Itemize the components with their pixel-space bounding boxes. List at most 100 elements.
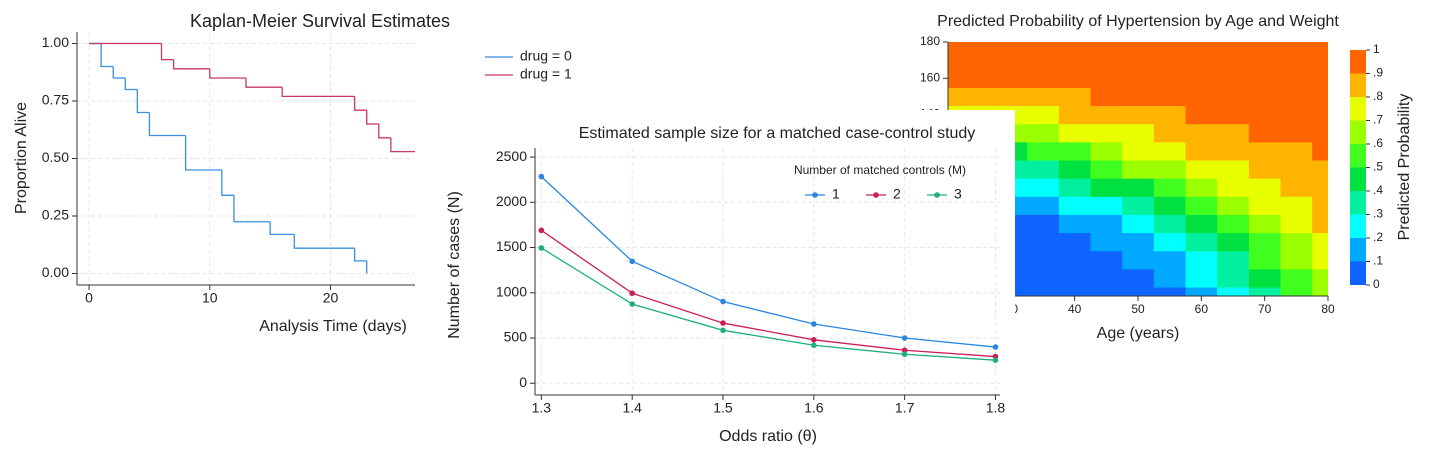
colorbar-tick-label: .6	[1373, 136, 1383, 150]
colorbar-band	[1350, 50, 1366, 74]
contour-cell	[1312, 232, 1328, 252]
contour-cell	[1153, 250, 1187, 270]
contour-cell	[1153, 105, 1187, 125]
colorbar-tick-label: .2	[1373, 230, 1383, 244]
colorbar-band	[1350, 97, 1366, 121]
contour-cell	[1185, 214, 1218, 234]
contour-cell	[1248, 232, 1282, 252]
point	[811, 321, 817, 327]
contour-cell	[1027, 141, 1060, 161]
colorbar-tick-label: .5	[1373, 160, 1383, 174]
chart-title: Predicted Probability of Hypertension by…	[937, 13, 1339, 30]
contour-cell	[1248, 214, 1282, 234]
survival-step	[160, 43, 174, 61]
contour-cell	[1280, 123, 1313, 143]
x-tick-label: 1.6	[804, 400, 824, 416]
survival-step	[353, 248, 367, 262]
contour-cell	[1217, 141, 1250, 161]
y-tick-label: 0.75	[42, 92, 69, 108]
contour-cell	[1153, 178, 1187, 197]
contour-cell	[1280, 286, 1313, 296]
survival-step	[172, 59, 210, 70]
x-tick-label: 50	[1131, 302, 1145, 316]
contour-cell	[1122, 178, 1155, 197]
contour-cell	[1185, 87, 1218, 107]
x-tick-label: 0	[85, 290, 93, 306]
point	[901, 347, 908, 354]
legend-label: 3	[954, 186, 962, 202]
contour-cell	[995, 51, 1028, 70]
contour-cell	[1312, 178, 1328, 197]
contour-cell	[1312, 141, 1328, 161]
contour-cell	[1058, 159, 1092, 179]
contour-cell	[1185, 69, 1218, 88]
x-axis-label: Analysis Time (days)	[259, 318, 407, 335]
contour-cell	[1058, 286, 1092, 296]
survival-step	[269, 221, 295, 236]
survival-step	[378, 124, 391, 139]
contour-cell	[1122, 250, 1155, 270]
chart-line: 0 500 1000 1500 2000 2500 1.3 1.4 1.5 1.6 1.7 1.8 Es…	[430, 110, 1015, 470]
contour-cell	[1248, 87, 1282, 107]
y-tick-label: 2500	[496, 148, 527, 164]
contour-cell	[1027, 87, 1060, 107]
contour-cell	[1027, 178, 1060, 197]
y-tick-label: 500	[504, 329, 528, 345]
contour-cell	[1058, 123, 1092, 143]
colorbar-band	[1350, 73, 1366, 97]
contour-cell	[1058, 250, 1092, 270]
x-tick-label: 1.4	[622, 400, 642, 416]
contour-cell	[948, 51, 965, 70]
contour-cell	[995, 87, 1028, 107]
y-tick-label: 180	[920, 34, 940, 48]
contour-cell	[1312, 42, 1328, 52]
x-axis-label: Age (years)	[1097, 325, 1180, 342]
contour-cell	[1058, 232, 1092, 252]
contour-cell	[1153, 42, 1187, 52]
point	[901, 335, 908, 341]
contour-cell	[1248, 286, 1282, 296]
contour-cell	[1122, 214, 1155, 234]
contour-cell	[1248, 159, 1282, 179]
contour-cell	[1122, 268, 1155, 288]
contour-cell	[1312, 286, 1328, 296]
legend-title: Number of matched controls (M)	[794, 163, 966, 177]
y-tick-label: 0.50	[42, 149, 69, 165]
contour-cell	[1280, 196, 1313, 215]
x-tick-label: 70	[1258, 302, 1272, 316]
colorbar-label: Predicted Probability	[1396, 94, 1413, 241]
contour-cell	[948, 42, 965, 52]
y-tick-label: 0	[519, 374, 527, 390]
contour-cell	[1280, 69, 1313, 88]
point	[538, 227, 545, 234]
x-tick-label: 80	[1321, 302, 1335, 316]
contour-cell	[1248, 42, 1282, 52]
y-tick-label: 2000	[496, 193, 527, 209]
contour-cell	[1280, 268, 1313, 288]
survival-step	[221, 170, 234, 196]
colorbar-band	[1350, 167, 1366, 191]
point	[538, 245, 545, 251]
colorbar-tick-label: 1	[1373, 42, 1380, 56]
contour-cell	[1217, 268, 1250, 288]
survival-step	[293, 234, 355, 249]
contour-cell	[1090, 250, 1123, 270]
contour-cell	[1122, 105, 1155, 125]
contour-cell	[1185, 232, 1218, 252]
colorbar-tick-label: 0	[1373, 277, 1380, 291]
point	[811, 337, 817, 343]
contour-cell	[1280, 51, 1313, 70]
contour-cell	[1185, 123, 1218, 143]
contour-cell	[1058, 42, 1092, 52]
contour-cell	[1090, 159, 1123, 179]
x-tick-label: 20	[323, 290, 339, 306]
contour-cell	[963, 51, 997, 70]
contour-cell	[1185, 159, 1218, 179]
contour-cell	[1027, 42, 1060, 52]
contour-cell	[1312, 214, 1328, 234]
contour-cell	[1058, 51, 1092, 70]
contour-cell	[1122, 286, 1155, 296]
y-tick-label: 0.00	[42, 264, 69, 280]
contour-cell	[1217, 250, 1250, 270]
contour-cell	[1280, 214, 1313, 234]
